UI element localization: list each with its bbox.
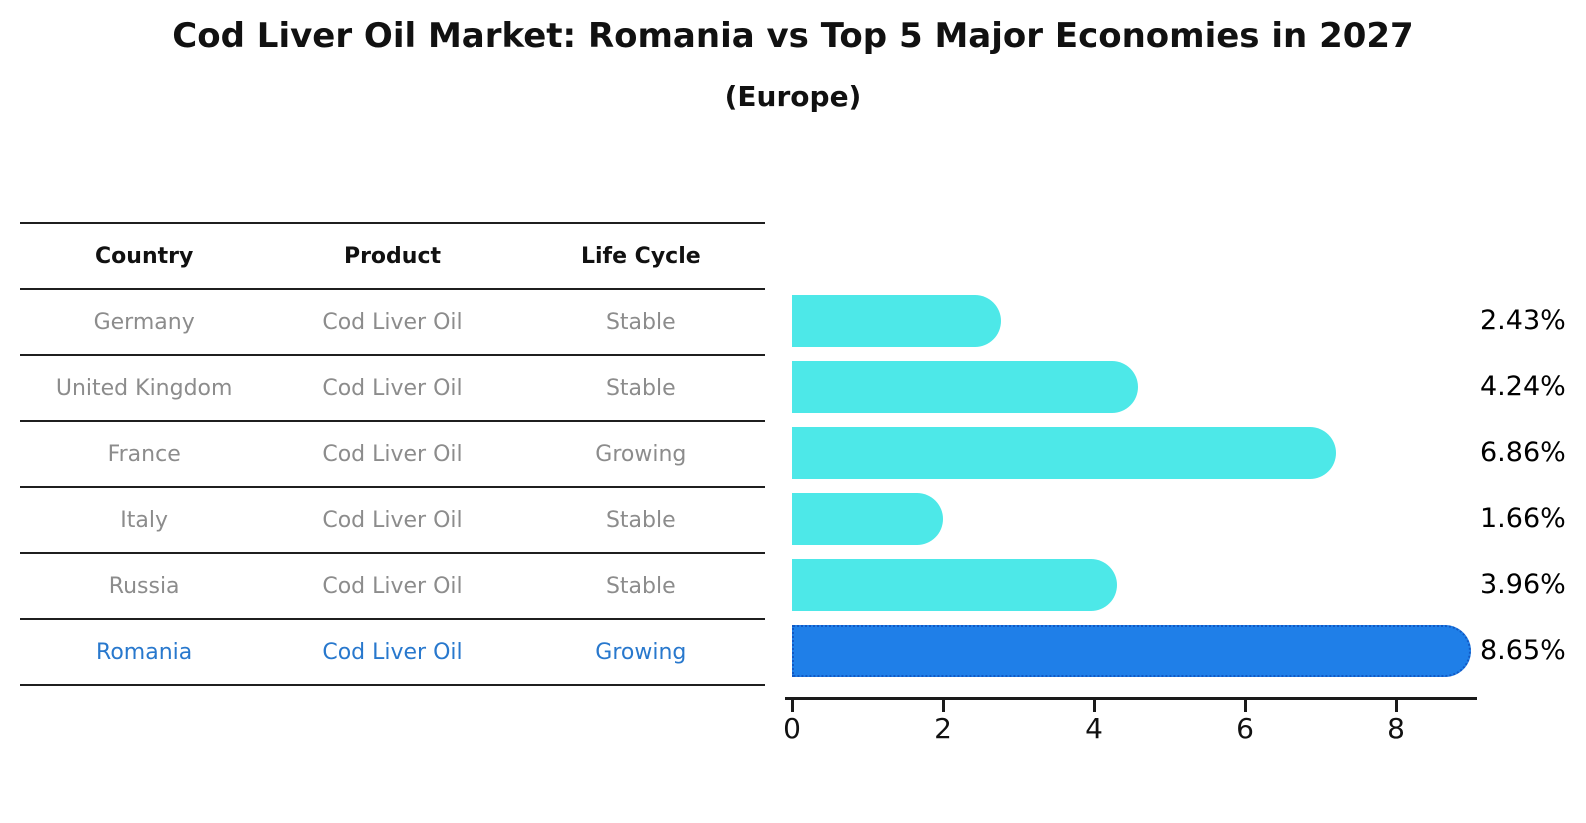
bar-row-russia [792,552,1492,618]
chart-subtitle: (Europe) [724,80,862,113]
bar-germany [792,295,1001,347]
cell-country: France [107,441,181,467]
x-tick-label: 2 [934,712,952,745]
value-label-romania: 8.65% [1480,635,1566,666]
cell-product: Cod Liver Oil [322,573,463,599]
x-tick-label: 6 [1236,712,1254,745]
value-label-italy: 1.66% [1480,503,1566,534]
cell-life-cycle: Stable [605,507,676,533]
bar-france [792,427,1336,479]
cell-product: Cod Liver Oil [322,375,463,401]
cell-product: Cod Liver Oil [322,441,463,467]
x-tick [1093,700,1096,712]
bar-italy [792,493,943,545]
x-tick [791,700,794,712]
table-header-row: Country Product Life Cycle [20,224,765,290]
cell-product: Cod Liver Oil [322,639,463,665]
cell-product: Cod Liver Oil [322,507,463,533]
cell-country: Russia [108,573,180,599]
comparison-table: Country Product Life Cycle Germany Cod Liver… [20,222,765,686]
cell-life-cycle: Stable [605,375,676,401]
table-header-country: Country [95,243,194,269]
bar-plot-area [792,288,1492,684]
x-tick-label: 8 [1387,712,1405,745]
x-tick-label: 4 [1085,712,1103,745]
x-tick [1395,700,1398,712]
cell-life-cycle: Stable [605,309,676,335]
table-row-france: France Cod Liver Oil Growing [20,422,765,488]
table-row-italy: Italy Cod Liver Oil Stable [20,488,765,554]
x-axis-line [785,697,1477,700]
value-label-germany: 2.43% [1480,305,1566,336]
value-labels: 2.43% 4.24% 6.86% 1.66% 3.96% 8.65% [1480,288,1566,684]
x-tick [1244,700,1247,712]
cell-country: United Kingdom [55,375,233,401]
cell-life-cycle: Growing [595,441,687,467]
value-label-france: 6.86% [1480,437,1566,468]
bar-row-united-kingdom [792,354,1492,420]
x-tick [942,700,945,712]
bar-row-france [792,420,1492,486]
bar-russia [792,559,1117,611]
bar-row-italy [792,486,1492,552]
bar-row-romania [792,618,1492,684]
bar-romania [792,625,1471,677]
chart-title: Cod Liver Oil Market: Romania vs Top 5 M… [172,16,1414,56]
value-label-united-kingdom: 4.24% [1480,371,1566,402]
bar-united-kingdom [792,361,1138,413]
cell-product: Cod Liver Oil [322,309,463,335]
cell-life-cycle: Growing [595,639,687,665]
cell-country: Germany [93,309,195,335]
cell-life-cycle: Stable [605,573,676,599]
cell-country: Romania [96,639,193,665]
table-row-russia: Russia Cod Liver Oil Stable [20,554,765,620]
bar-row-germany [792,288,1492,354]
cell-country: Italy [120,507,169,533]
x-tick-label: 0 [783,712,801,745]
table-row-romania: Romania Cod Liver Oil Growing [20,620,765,686]
table-header-product: Product [343,243,442,269]
table-row-united-kingdom: United Kingdom Cod Liver Oil Stable [20,356,765,422]
table-row-germany: Germany Cod Liver Oil Stable [20,290,765,356]
value-label-russia: 3.96% [1480,569,1566,600]
table-header-life-cycle: Life Cycle [580,243,701,269]
